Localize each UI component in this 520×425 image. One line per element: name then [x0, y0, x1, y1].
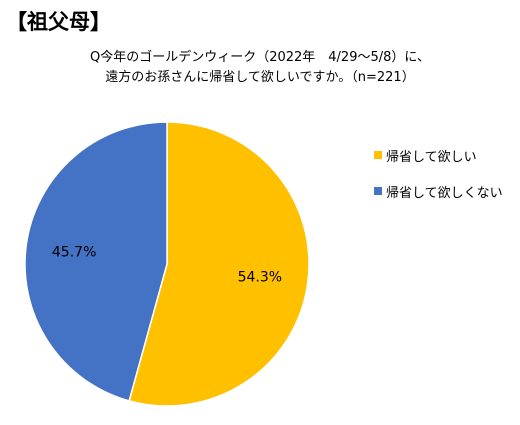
data-label-not-want-visit: 45.7% [52, 244, 96, 260]
pie-slice-not-want-visit [24, 121, 168, 402]
chart-title-line-1: Q今年のゴールデンウィーク（2022年 4/29～5/8）に、 [89, 50, 431, 65]
legend-item-not-want-visit: 帰省して欲しくない [374, 182, 503, 201]
legend-swatch-not-want-visit [374, 187, 382, 195]
legend-label-not-want-visit: 帰省して欲しくない [386, 185, 503, 201]
pie-slice-want-visit [128, 121, 310, 407]
legend-label-want-visit: 帰省して欲しい [386, 149, 477, 165]
chart-title-line-2: 遠方のお孫さんに帰省して欲しいですか。（n=221） [105, 70, 415, 85]
legend-swatch-want-visit [374, 151, 382, 159]
chart-title: Q今年のゴールデンウィーク（2022年 4/29～5/8）に、 遠方のお孫さんに… [0, 48, 520, 88]
chart-heading: 【祖父母】 [6, 10, 111, 34]
legend-item-want-visit: 帰省して欲しい [374, 146, 503, 165]
chart-legend: 帰省して欲しい 帰省して欲しくない [374, 146, 503, 218]
data-label-want-visit: 54.3% [238, 270, 282, 286]
